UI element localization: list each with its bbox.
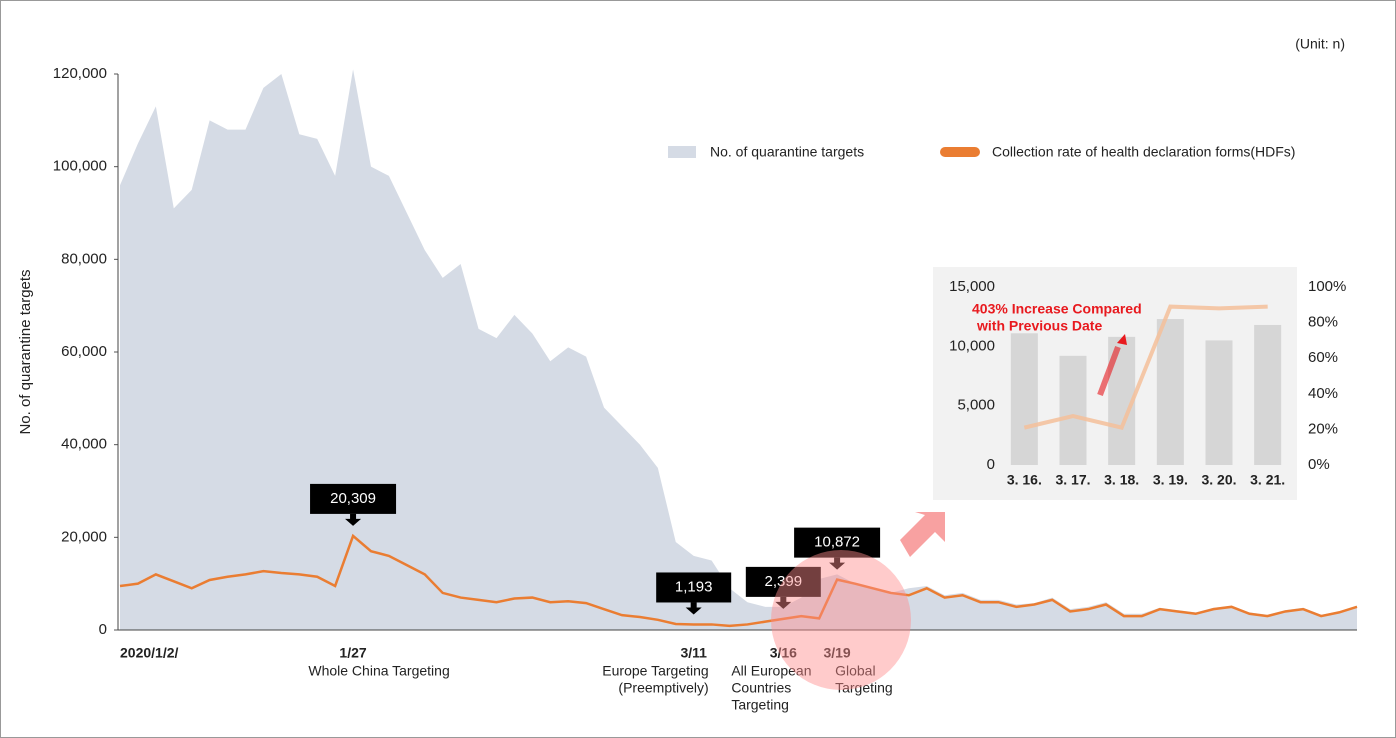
x-tick-label: 1/27: [339, 645, 366, 661]
area: [120, 69, 1357, 630]
event-label: Countries: [731, 680, 791, 696]
x-tick-label: 2020/1/2/: [120, 645, 178, 661]
callout-box: [310, 483, 397, 514]
y2-tick-label: 20%: [1308, 420, 1338, 437]
x-tick-label: 3. 18.: [1104, 472, 1139, 488]
y-tick-label: 40,000: [61, 436, 107, 453]
legend-swatch: [940, 147, 980, 157]
event-label: All European: [731, 663, 811, 679]
main-plot: 0 20,000 40,000 60,000 80,000 100,000 120,000 2…: [53, 65, 1358, 713]
y-tick-label: 80,000: [61, 250, 107, 267]
x-tick-label: 3. 21.: [1250, 472, 1285, 488]
callout-arrow: [829, 557, 846, 570]
event-label: Global: [835, 663, 875, 679]
highlight-circle: [771, 550, 911, 690]
x-tick-label: 3/19: [823, 645, 850, 661]
callout-box: [745, 566, 821, 597]
callout-arrow: [685, 602, 702, 615]
annotation-arrowhead: [1117, 334, 1127, 345]
y2-tick-label: 0%: [1308, 456, 1330, 473]
x-tick-label: 3. 19.: [1153, 472, 1188, 488]
y2-tick-label: 60%: [1308, 349, 1338, 366]
annotation: with Previous Date: [976, 318, 1102, 334]
callout-arrow: [775, 596, 792, 609]
value-label: 20,309: [330, 490, 376, 507]
y2-tick-label: 40%: [1308, 385, 1338, 402]
x-tick-label: 3. 20.: [1201, 472, 1236, 488]
line: [1023, 304, 1268, 430]
bar: [1254, 324, 1282, 465]
y2-tick-label: 100%: [1308, 278, 1346, 295]
bar: [1010, 333, 1038, 465]
event-label: (Preemptively): [618, 680, 708, 696]
callout-box: [656, 572, 732, 603]
y-tick-label: 20,000: [61, 528, 107, 545]
inset-plot: 0 5,000 10,000 15,000 0% 20% 40% 60% 80% 100% 3. 1…: [949, 278, 1346, 488]
y-tick-label: 5,000: [957, 397, 995, 414]
x-tick-label: 3. 16.: [1007, 472, 1042, 488]
event-label: Targeting: [731, 697, 789, 713]
x-tick-label: 3/16: [770, 645, 797, 661]
y-tick-label: 100,000: [53, 158, 107, 175]
event-label: Targeting: [835, 680, 893, 696]
annotation-arrow: [1097, 345, 1121, 397]
value-label: 2,399: [765, 573, 803, 590]
event-label: Whole China Targeting: [308, 663, 449, 679]
pointer-arrow: [900, 512, 945, 557]
y-axis-label: No. of quarantine targets: [17, 269, 34, 434]
bar: [1059, 355, 1087, 465]
y-tick-label: 120,000: [53, 65, 107, 82]
bar: [1156, 319, 1184, 465]
line: [119, 533, 1358, 628]
x-tick-label: 3. 17.: [1055, 472, 1090, 488]
y-tick-label: 0: [987, 456, 995, 473]
y-tick-label: 10,000: [949, 337, 995, 354]
callout-arrow: [345, 513, 362, 526]
y-tick-label: 0: [99, 621, 107, 638]
value-label: 1,193: [675, 578, 713, 595]
legend-label: Collection rate of health declaration fo…: [992, 144, 1295, 160]
y-tick-label: 60,000: [61, 343, 107, 360]
x-tick-label: 3/11: [680, 645, 707, 661]
callout-box: [794, 527, 881, 558]
y-tick-label: 15,000: [949, 278, 995, 295]
value-label: 10,872: [814, 534, 860, 551]
y2-tick-label: 80%: [1308, 314, 1338, 331]
annotation: 403% Increase Compared: [972, 301, 1142, 317]
legend-label: No. of quarantine targets: [710, 144, 864, 160]
unit-label: (Unit: n): [1295, 36, 1345, 52]
bar: [1205, 340, 1233, 465]
legend-swatch: [668, 146, 696, 158]
event-label: Europe Targeting: [602, 663, 708, 679]
